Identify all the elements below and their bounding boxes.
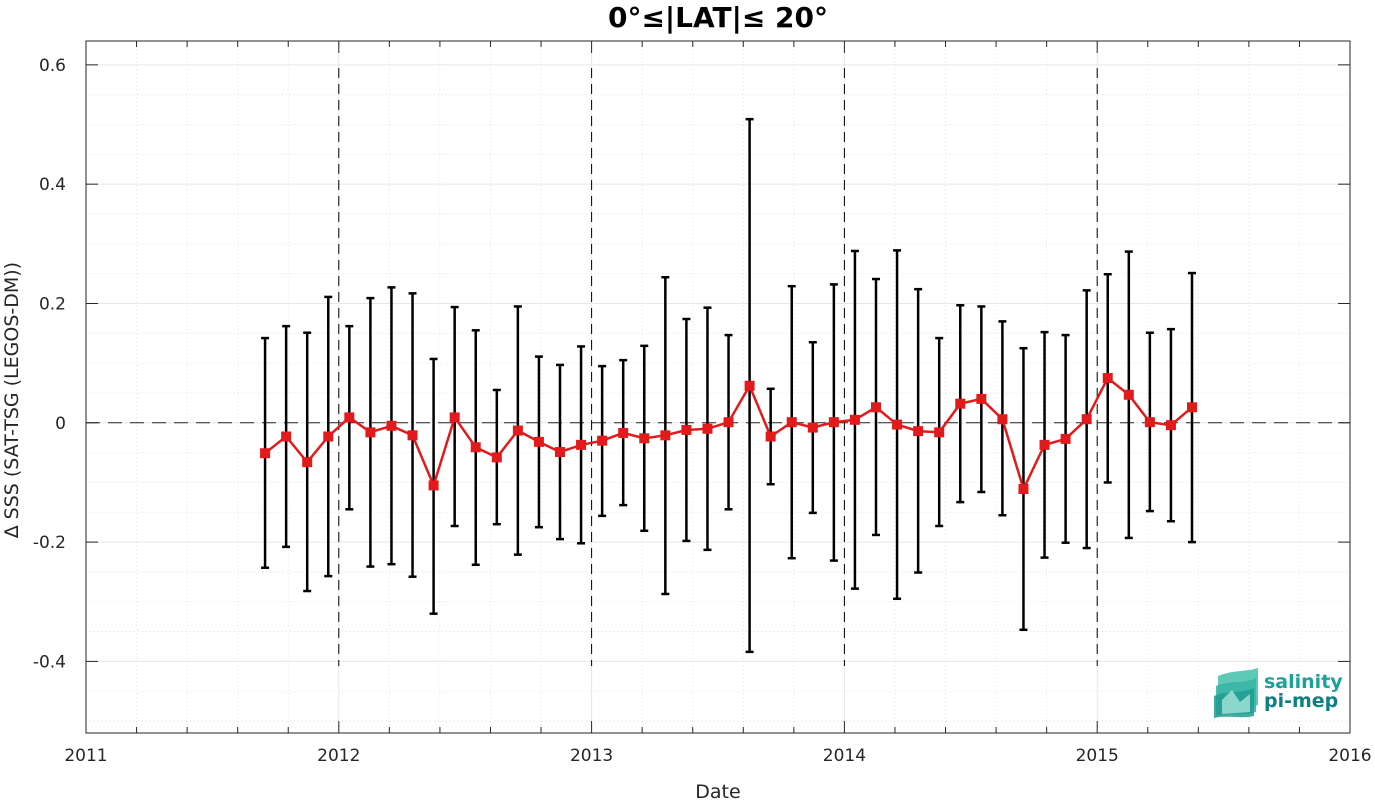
data-point-marker (597, 435, 608, 446)
error-bars (261, 117, 1196, 654)
data-point-marker (828, 417, 839, 428)
data-point-marker (997, 414, 1008, 425)
x-tick-label: 2016 (1328, 746, 1371, 766)
x-tick-label: 2014 (823, 746, 866, 766)
y-tick-label: -0.4 (33, 652, 66, 672)
data-point-marker (849, 414, 860, 425)
salinity-pi-mep-logo: salinity pi-mep (1214, 668, 1343, 718)
data-point-marker (660, 430, 671, 441)
data-point-marker (1102, 373, 1113, 384)
data-point-marker (1060, 433, 1071, 444)
data-point-marker (260, 448, 271, 459)
x-tick-labels: 2011 2012 2013 2014 2015 2016 (64, 746, 1371, 766)
data-point-marker (723, 417, 734, 428)
data-point-marker (1187, 402, 1197, 413)
data-point-marker (386, 420, 397, 431)
logo-text-salinity: salinity (1264, 671, 1343, 693)
y-tick-label: 0 (55, 414, 66, 434)
data-point-marker (555, 447, 565, 458)
data-point-marker (449, 412, 460, 423)
data-point-marker (365, 427, 376, 438)
data-point-marker (786, 417, 797, 428)
axis-ticks (85, 41, 1351, 733)
data-point-marker (871, 402, 881, 413)
x-tick-label: 2013 (570, 746, 613, 766)
x-tick-label: 2012 (317, 746, 360, 766)
grid (85, 41, 1351, 733)
plot-area-frame (85, 40, 1351, 734)
data-point-marker (344, 412, 355, 423)
data-point-marker (470, 442, 481, 453)
data-point-marker (807, 422, 818, 433)
x-axis-label: Date (695, 781, 740, 801)
data-point-marker (281, 431, 292, 442)
data-point-marker (512, 425, 523, 436)
data-point-marker (407, 430, 418, 441)
y-tick-labels: -0.4 -0.2 0 0.2 0.4 0.6 (33, 56, 66, 673)
data-point-marker (618, 427, 629, 438)
y-tick-label: -0.2 (33, 533, 66, 553)
data-point-marker (1165, 420, 1176, 431)
y-tick-label: 0.6 (39, 56, 66, 76)
data-point-marker (1039, 439, 1050, 450)
data-point-marker (934, 427, 945, 438)
data-point-marker (323, 431, 334, 442)
wave-icon (1214, 668, 1258, 718)
data-point-marker (913, 426, 924, 437)
data-point-marker (892, 419, 903, 430)
data-point-marker (1018, 484, 1029, 495)
data-point-marker (533, 436, 544, 447)
data-point-marker (576, 439, 587, 450)
x-tick-label: 2011 (64, 746, 107, 766)
chart-title: 0°≤|LAT|≤ 20° (608, 1, 828, 34)
data-point-marker (428, 480, 439, 491)
data-point-marker (681, 424, 692, 435)
data-point-marker (702, 423, 713, 434)
y-tick-label: 0.2 (39, 294, 66, 314)
data-point-marker (765, 431, 776, 442)
x-tick-label: 2015 (1076, 746, 1119, 766)
y-axis-label: ∆ SSS (SAT-TSG (LEGOS-DM)) (1, 262, 23, 539)
year-separators (338, 68, 1098, 666)
data-point-marker (1144, 417, 1155, 428)
data-point-marker (1123, 389, 1134, 400)
data-point-marker (955, 398, 966, 409)
data-point-marker (1081, 414, 1092, 425)
data-point-marker (744, 380, 755, 391)
data-point-marker (639, 433, 650, 444)
series-markers (260, 373, 1197, 495)
data-point-marker (302, 457, 313, 468)
data-point-marker (976, 393, 987, 404)
logo-text-pimep: pi-mep (1264, 690, 1338, 712)
y-tick-label: 0.4 (39, 175, 66, 195)
data-point-marker (491, 452, 502, 463)
